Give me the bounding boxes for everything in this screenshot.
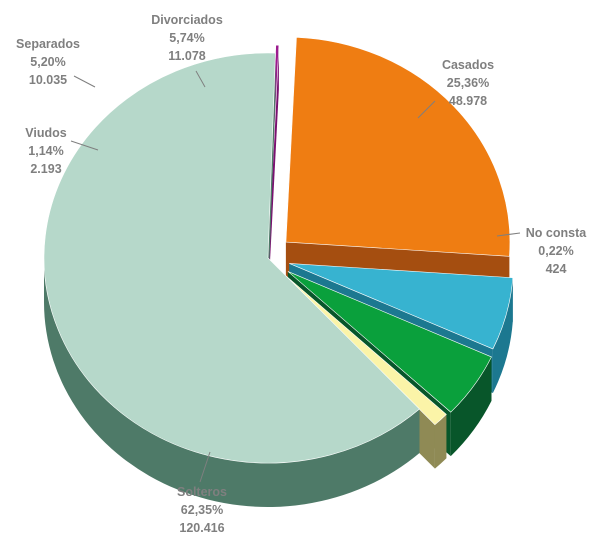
data-label-solteros: Solteros 62,35% 120.416 bbox=[177, 451, 227, 535]
slice-divorciados-top bbox=[289, 263, 514, 350]
leader-line-divorciados bbox=[195, 70, 206, 88]
leader-line-casados bbox=[417, 100, 436, 119]
slice-solteros bbox=[43, 52, 420, 508]
label-count-divorciados: 11.078 bbox=[168, 49, 206, 63]
label-percent-solteros: 62,35% bbox=[181, 503, 223, 517]
leader-line-solteros bbox=[199, 451, 211, 483]
label-name-casados: Casados bbox=[442, 58, 494, 72]
slice-divorciados-side bbox=[492, 277, 513, 393]
label-name-solteros: Solteros bbox=[177, 485, 227, 499]
labels-layer: Casados 25,36% 48.978 No consta 0,22% 424 Solt… bbox=[16, 13, 587, 535]
leader-line-separados bbox=[73, 75, 96, 88]
slice-no-consta-cut-face-1 bbox=[268, 45, 279, 295]
label-percent-separados: 5,20% bbox=[30, 55, 65, 69]
label-count-solteros: 120.416 bbox=[179, 521, 224, 535]
slice-separados-side bbox=[450, 356, 492, 457]
label-name-viudos: Viudos bbox=[25, 126, 66, 140]
data-label-divorciados: Divorciados 5,74% 11.078 bbox=[151, 13, 223, 88]
slices-layer bbox=[43, 36, 514, 508]
label-count-no-consta: 424 bbox=[546, 262, 567, 276]
label-percent-divorciados: 5,74% bbox=[169, 31, 204, 45]
label-name-no-consta: No consta bbox=[526, 226, 587, 240]
slice-separados-top bbox=[287, 271, 492, 413]
slice-casados-top bbox=[285, 36, 511, 257]
data-label-no-consta: No consta 0,22% 424 bbox=[496, 226, 587, 276]
data-label-viudos: Viudos 1,14% 2.193 bbox=[25, 126, 99, 176]
slice-viudos-top bbox=[283, 273, 447, 426]
label-percent-casados: 25,36% bbox=[447, 76, 489, 90]
label-percent-viudos: 1,14% bbox=[28, 144, 63, 158]
leader-line-viudos bbox=[70, 140, 99, 151]
slice-viudos-side bbox=[434, 414, 447, 469]
leader-line-no-consta bbox=[496, 232, 521, 237]
slice-solteros-cut-face-1 bbox=[268, 53, 276, 302]
label-name-divorciados: Divorciados bbox=[151, 13, 223, 27]
label-name-separados: Separados bbox=[16, 37, 80, 51]
data-label-separados: Separados 5,20% 10.035 bbox=[16, 37, 96, 88]
label-percent-no-consta: 0,22% bbox=[538, 244, 573, 258]
label-count-viudos: 2.193 bbox=[30, 162, 61, 176]
data-label-casados: Casados 25,36% 48.978 bbox=[417, 58, 494, 119]
label-count-separados: 10.035 bbox=[29, 73, 67, 87]
slice-solteros-top bbox=[43, 52, 420, 464]
label-count-casados: 48.978 bbox=[449, 94, 487, 108]
slice-solteros-side bbox=[44, 258, 420, 508]
